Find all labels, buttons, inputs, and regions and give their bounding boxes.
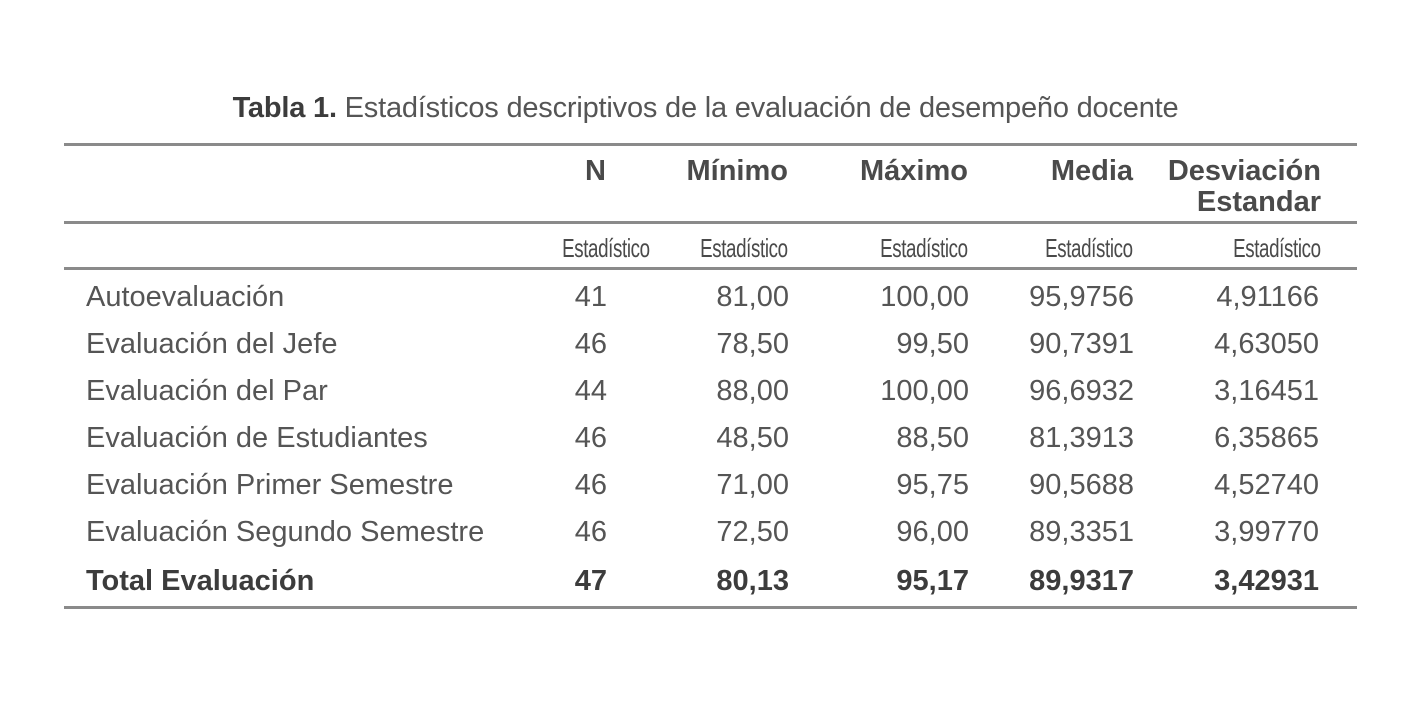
table-header: N Mínimo Máximo Media Desviación Estanda… <box>64 144 1357 270</box>
table-row: Autoevaluación 41 81,00 100,00 95,9756 4… <box>64 269 1357 322</box>
cell-maximo: 95,75 <box>896 469 969 501</box>
cell-n: 41 <box>574 281 607 313</box>
header-desviacion-line2: Estandar <box>1196 186 1321 218</box>
total-minimo: 80,13 <box>607 556 789 609</box>
subheader-desviacion: Estadístico <box>1134 222 1357 270</box>
total-media: 89,9317 <box>969 556 1134 609</box>
cell-media: 90,7391 <box>1029 328 1134 360</box>
row-label: Evaluación Primer Semestre <box>86 469 454 501</box>
cell-maximo: 100,00 <box>880 375 969 407</box>
table-row: Evaluación Segundo Semestre 46 72,50 96,… <box>64 509 1357 556</box>
row-label: Autoevaluación <box>86 281 285 313</box>
cell-media: 90,5688 <box>1029 469 1134 501</box>
statistics-table: N Mínimo Máximo Media Desviación Estanda… <box>64 143 1357 609</box>
statistics-table-container: N Mínimo Máximo Media Desviación Estanda… <box>64 143 1357 609</box>
subheader-minimo-text: Estadístico <box>700 232 788 263</box>
cell-maximo: 96,00 <box>896 516 969 548</box>
subheader-maximo-text: Estadístico <box>880 232 968 263</box>
header-desviacion-line1: Desviación <box>1167 155 1321 187</box>
total-label: Total Evaluación <box>64 556 527 609</box>
row-label: Evaluación del Jefe <box>86 328 338 360</box>
header-row: N Mínimo Máximo Media Desviación Estanda… <box>64 144 1357 224</box>
cell-minimo: 88,00 <box>716 375 789 407</box>
cell-n: 46 <box>574 516 607 548</box>
total-maximo: 95,17 <box>789 556 969 609</box>
cell-minimo: 48,50 <box>716 422 789 454</box>
table-caption: Tabla 1. Estadísticos descriptivos de la… <box>0 92 1411 125</box>
cell-desviacion: 4,63050 <box>1214 328 1319 360</box>
cell-media: 89,3351 <box>1029 516 1134 548</box>
table-body: Autoevaluación 41 81,00 100,00 95,9756 4… <box>64 269 1357 609</box>
table-row: Evaluación del Par 44 88,00 100,00 96,69… <box>64 368 1357 415</box>
row-label: Evaluación Segundo Semestre <box>86 516 485 548</box>
cell-media: 81,3913 <box>1029 422 1134 454</box>
subheader-minimo: Estadístico <box>607 222 789 270</box>
cell-desviacion: 6,35865 <box>1214 422 1319 454</box>
header-empty <box>64 144 527 224</box>
total-row: Total Evaluación 47 80,13 95,17 89,9317 … <box>64 556 1357 609</box>
table-row: Evaluación del Jefe 46 78,50 99,50 90,73… <box>64 321 1357 368</box>
total-desviacion: 3,42931 <box>1134 556 1357 609</box>
row-label: Evaluación de Estudiantes <box>86 422 428 454</box>
row-label: Evaluación del Par <box>86 375 328 407</box>
table-caption-label: Tabla 1. <box>232 92 337 124</box>
subheader-maximo: Estadístico <box>789 222 969 270</box>
cell-minimo: 72,50 <box>716 516 789 548</box>
cell-n: 46 <box>574 469 607 501</box>
cell-desviacion: 4,52740 <box>1214 469 1319 501</box>
cell-maximo: 100,00 <box>880 281 969 313</box>
cell-media: 95,9756 <box>1029 281 1134 313</box>
cell-desviacion: 3,99770 <box>1214 516 1319 548</box>
subheader-row: Estadístico Estadístico Estadístico Esta… <box>64 222 1357 270</box>
subheader-media: Estadístico <box>969 222 1134 270</box>
header-n: N <box>527 144 607 224</box>
cell-maximo: 88,50 <box>896 422 969 454</box>
cell-n: 46 <box>574 422 607 454</box>
header-desviacion: Desviación Estandar <box>1134 144 1357 224</box>
table-row: Evaluación Primer Semestre 46 71,00 95,7… <box>64 462 1357 509</box>
cell-media: 96,6932 <box>1029 375 1134 407</box>
cell-minimo: 71,00 <box>716 469 789 501</box>
header-minimo: Mínimo <box>607 144 789 224</box>
subheader-n: Estadístico <box>527 222 650 270</box>
cell-n: 46 <box>574 328 607 360</box>
cell-minimo: 78,50 <box>716 328 789 360</box>
cell-desviacion: 4,91166 <box>1216 281 1319 313</box>
header-media: Media <box>969 144 1134 224</box>
subheader-desviacion-text: Estadístico <box>1233 232 1321 263</box>
subheader-n-text: Estadístico <box>562 232 650 263</box>
cell-minimo: 81,00 <box>716 281 789 313</box>
table-row: Evaluación de Estudiantes 46 48,50 88,50… <box>64 415 1357 462</box>
cell-maximo: 99,50 <box>896 328 969 360</box>
table-caption-text: Estadísticos descriptivos de la evaluaci… <box>336 92 1179 124</box>
total-n: 47 <box>527 556 607 609</box>
subheader-media-text: Estadístico <box>1045 232 1133 263</box>
subheader-empty <box>64 222 527 270</box>
cell-desviacion: 3,16451 <box>1214 375 1319 407</box>
cell-n: 44 <box>574 375 607 407</box>
header-maximo: Máximo <box>789 144 969 224</box>
